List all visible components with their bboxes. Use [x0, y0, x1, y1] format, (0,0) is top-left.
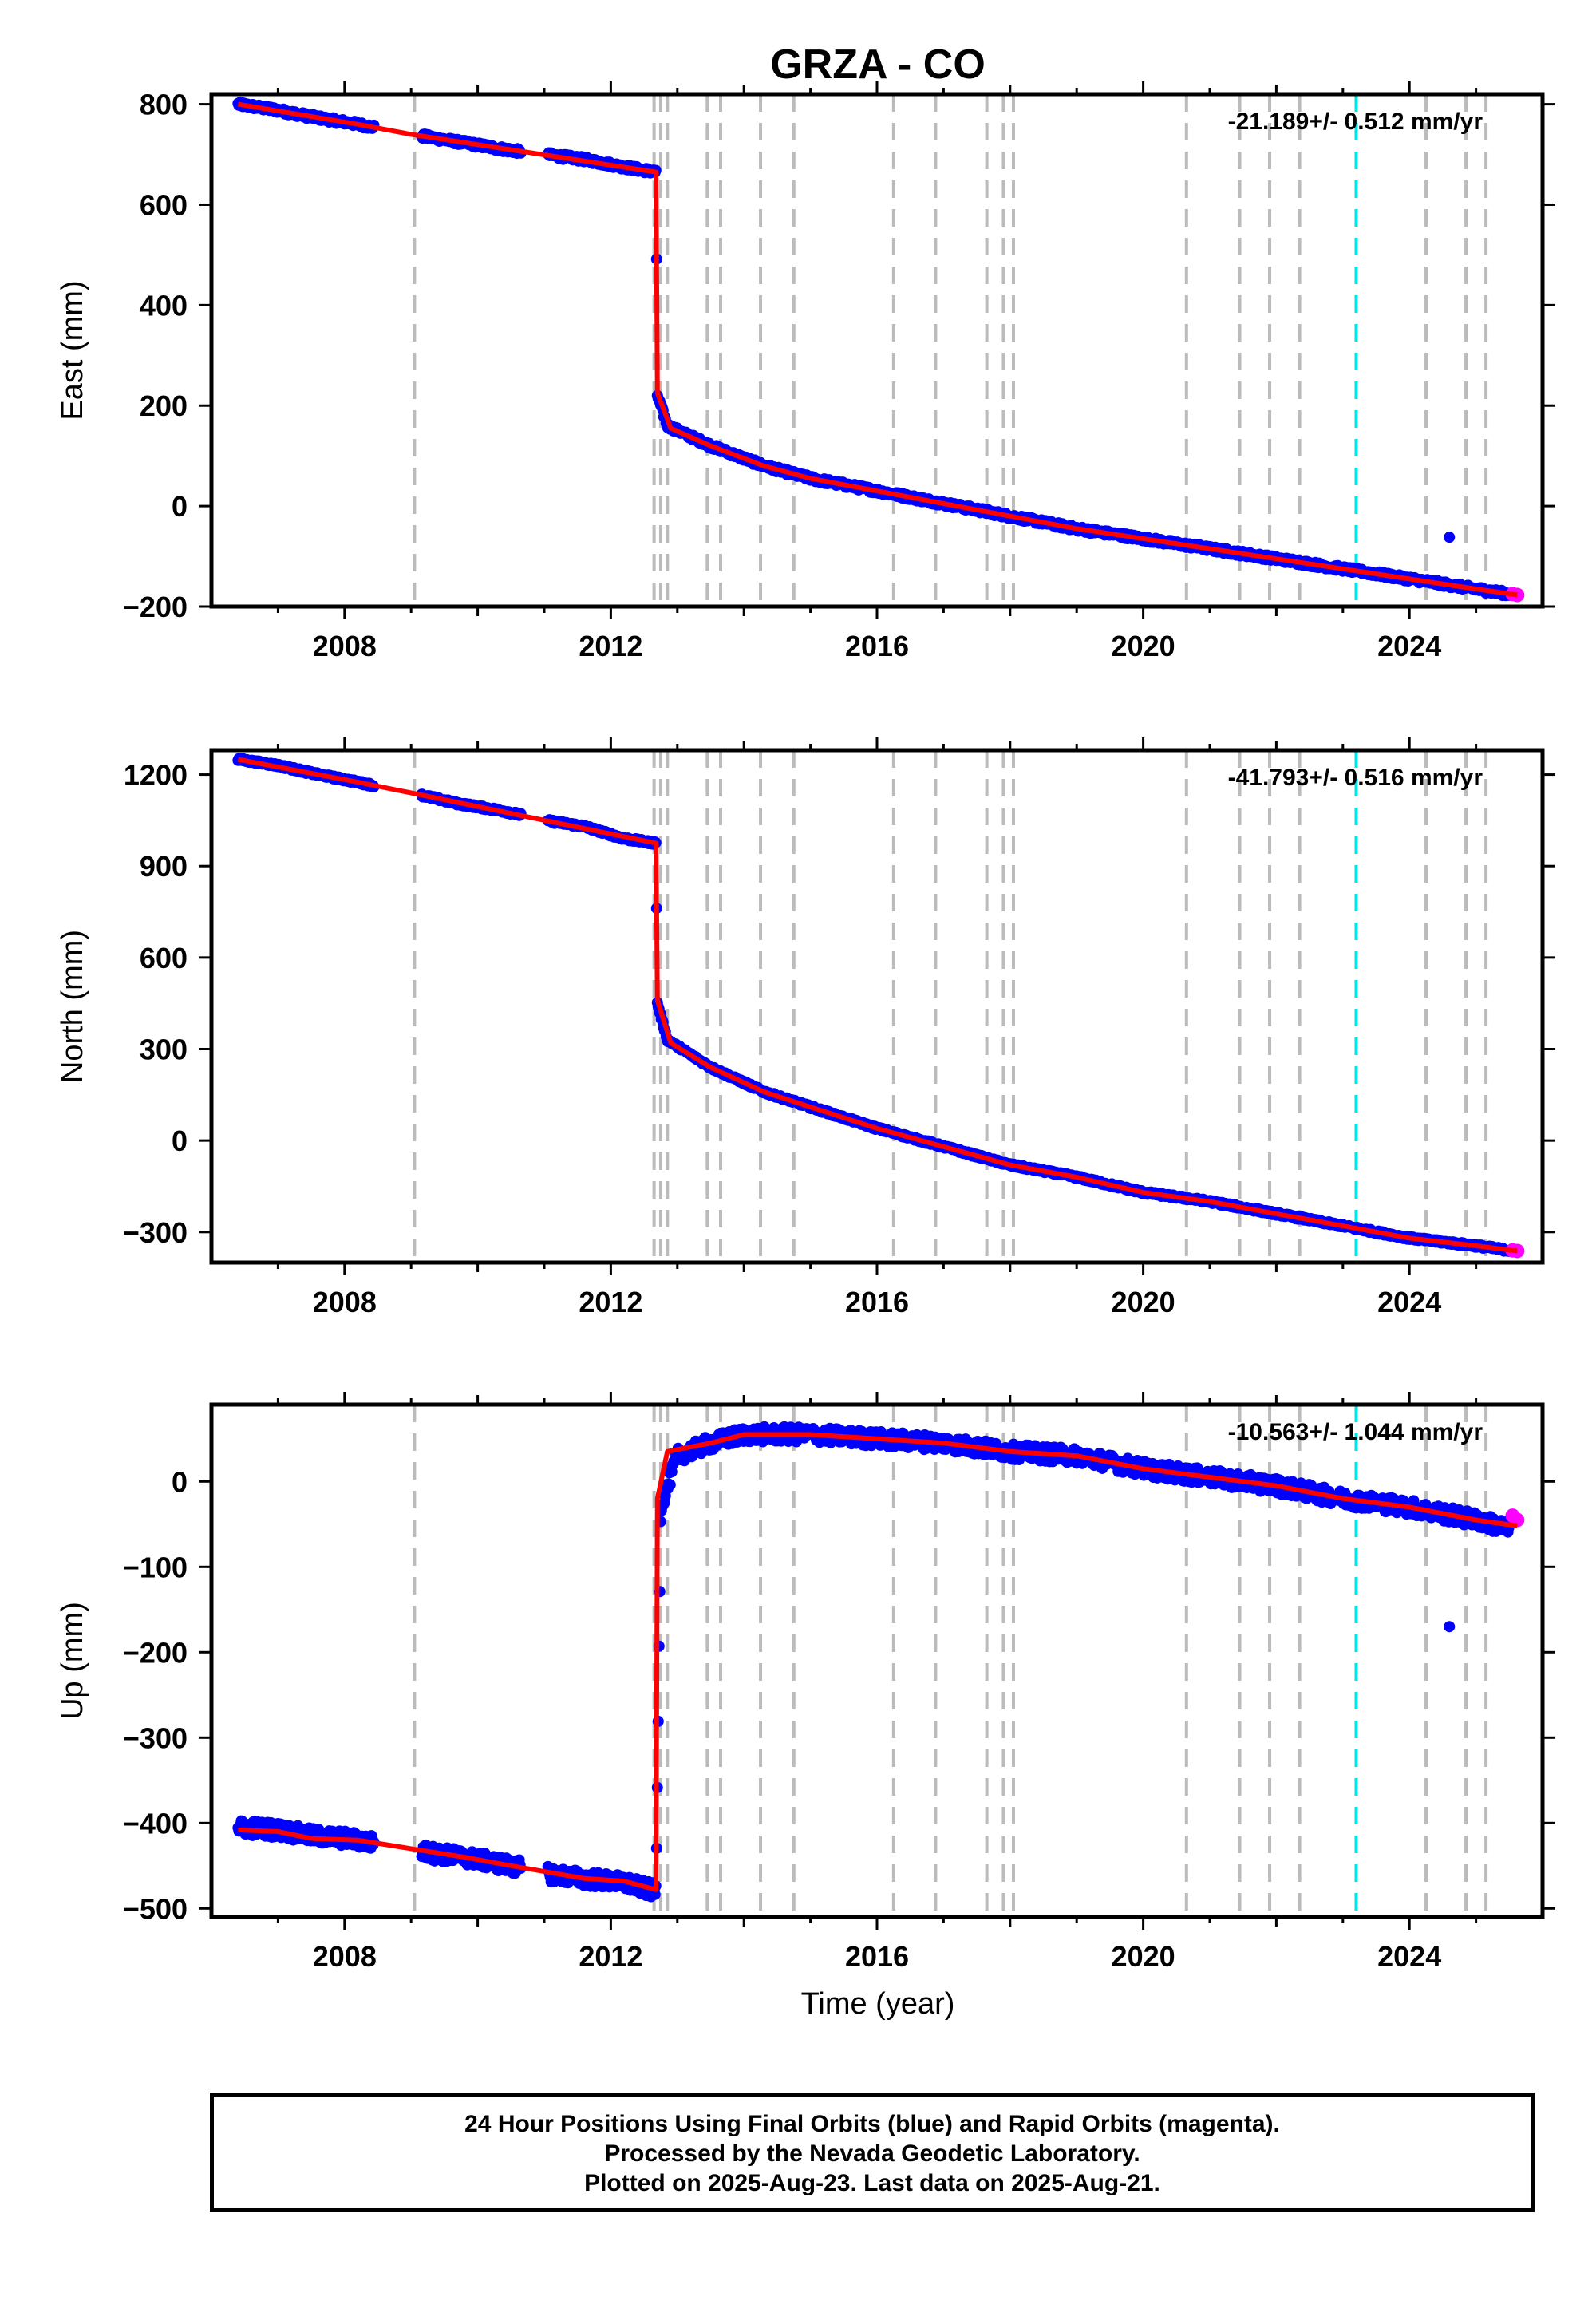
y-tick-label: 0	[172, 1124, 188, 1157]
y-axis-label: Up (mm)	[56, 1602, 89, 1720]
rapid-orbit-point	[1510, 1243, 1525, 1259]
y-tick-label: 1200	[124, 759, 188, 792]
velocity-rate-label: -21.189+/- 0.512 mm/yr	[1228, 109, 1483, 135]
footer-line-3: Plotted on 2025-Aug-23. Last data on 202…	[584, 2170, 1160, 2196]
x-tick-label: 2024	[1377, 630, 1441, 662]
x-tick-label: 2024	[1377, 1286, 1441, 1318]
x-tick-label: 2012	[579, 630, 642, 662]
x-tick-label: 2008	[313, 630, 377, 662]
y-axis-label: North (mm)	[56, 930, 89, 1083]
plot-frame	[209, 1402, 1545, 1919]
model-fit-line	[237, 757, 1518, 1254]
x-tick-label: 2020	[1112, 1940, 1175, 1973]
y-tick-label: 0	[172, 1465, 188, 1498]
final-orbit-point	[649, 1888, 661, 1900]
x-tick-label: 2008	[313, 1940, 377, 1973]
plot-frame	[209, 92, 1545, 609]
y-tick-label: −300	[123, 1216, 188, 1249]
final-orbit-point	[664, 1479, 676, 1491]
y-tick-label: 600	[140, 942, 188, 974]
x-tick-label: 2024	[1377, 1940, 1441, 1973]
outlier-point	[1444, 532, 1456, 543]
plot-frame	[209, 748, 1545, 1265]
chart-title: GRZA - CO	[770, 41, 986, 88]
y-tick-label: 900	[140, 850, 188, 883]
y-tick-label: 800	[140, 89, 188, 121]
velocity-rate-label: -10.563+/- 1.044 mm/yr	[1228, 1419, 1483, 1445]
x-tick-label: 2016	[845, 1286, 909, 1318]
x-tick-label: 2020	[1112, 630, 1175, 662]
x-tick-label: 2016	[845, 1940, 909, 1973]
panel-2: 2008 2012 2016 2020 2024 −300 0 300 600 900 1200 No…	[56, 737, 1555, 1318]
y-tick-label: 300	[140, 1034, 188, 1066]
outlier-point	[1444, 1621, 1456, 1633]
panel-3: 2008 2012 2016 2020 2024 −500 −400 −300 −200 −100…	[56, 1392, 1555, 1973]
model-fit-line	[238, 1432, 1518, 1892]
y-tick-label: −300	[123, 1721, 188, 1754]
x-tick-label: 2016	[845, 630, 909, 662]
footer-line-2: Processed by the Nevada Geodetic Laborat…	[604, 2140, 1140, 2167]
y-tick-label: 400	[140, 289, 188, 322]
y-tick-label: −200	[123, 1636, 188, 1669]
x-tick-label: 2020	[1112, 1286, 1175, 1318]
x-tick-label: 2008	[313, 1286, 377, 1318]
model-fit-line	[237, 101, 1518, 598]
y-tick-label: 200	[140, 389, 188, 422]
x-axis-label: Time (year)	[801, 1987, 955, 2021]
footer-line-1: 24 Hour Positions Using Final Orbits (bl…	[464, 2111, 1280, 2137]
velocity-rate-label: -41.793+/- 0.516 mm/yr	[1228, 765, 1483, 791]
y-tick-label: −400	[123, 1807, 188, 1840]
y-tick-label: 600	[140, 188, 188, 221]
plot-area	[232, 94, 1525, 607]
x-tick-label: 2012	[579, 1286, 642, 1318]
y-axis-label: East (mm)	[56, 280, 89, 420]
x-tick-label: 2012	[579, 1940, 642, 1973]
y-tick-label: −100	[123, 1551, 188, 1583]
footer-caption-box: 24 Hour Positions Using Final Orbits (bl…	[210, 2093, 1535, 2212]
panel-1: 2008 2012 2016 2020 2024 −200 0 200 400 600 800 Eas…	[56, 81, 1555, 662]
rapid-orbit-point	[1510, 587, 1525, 603]
y-tick-label: −500	[123, 1892, 188, 1925]
plot-area	[232, 750, 1525, 1263]
y-tick-label: 0	[172, 490, 188, 523]
y-tick-label: −200	[123, 591, 188, 623]
plot-area	[232, 1405, 1525, 1917]
